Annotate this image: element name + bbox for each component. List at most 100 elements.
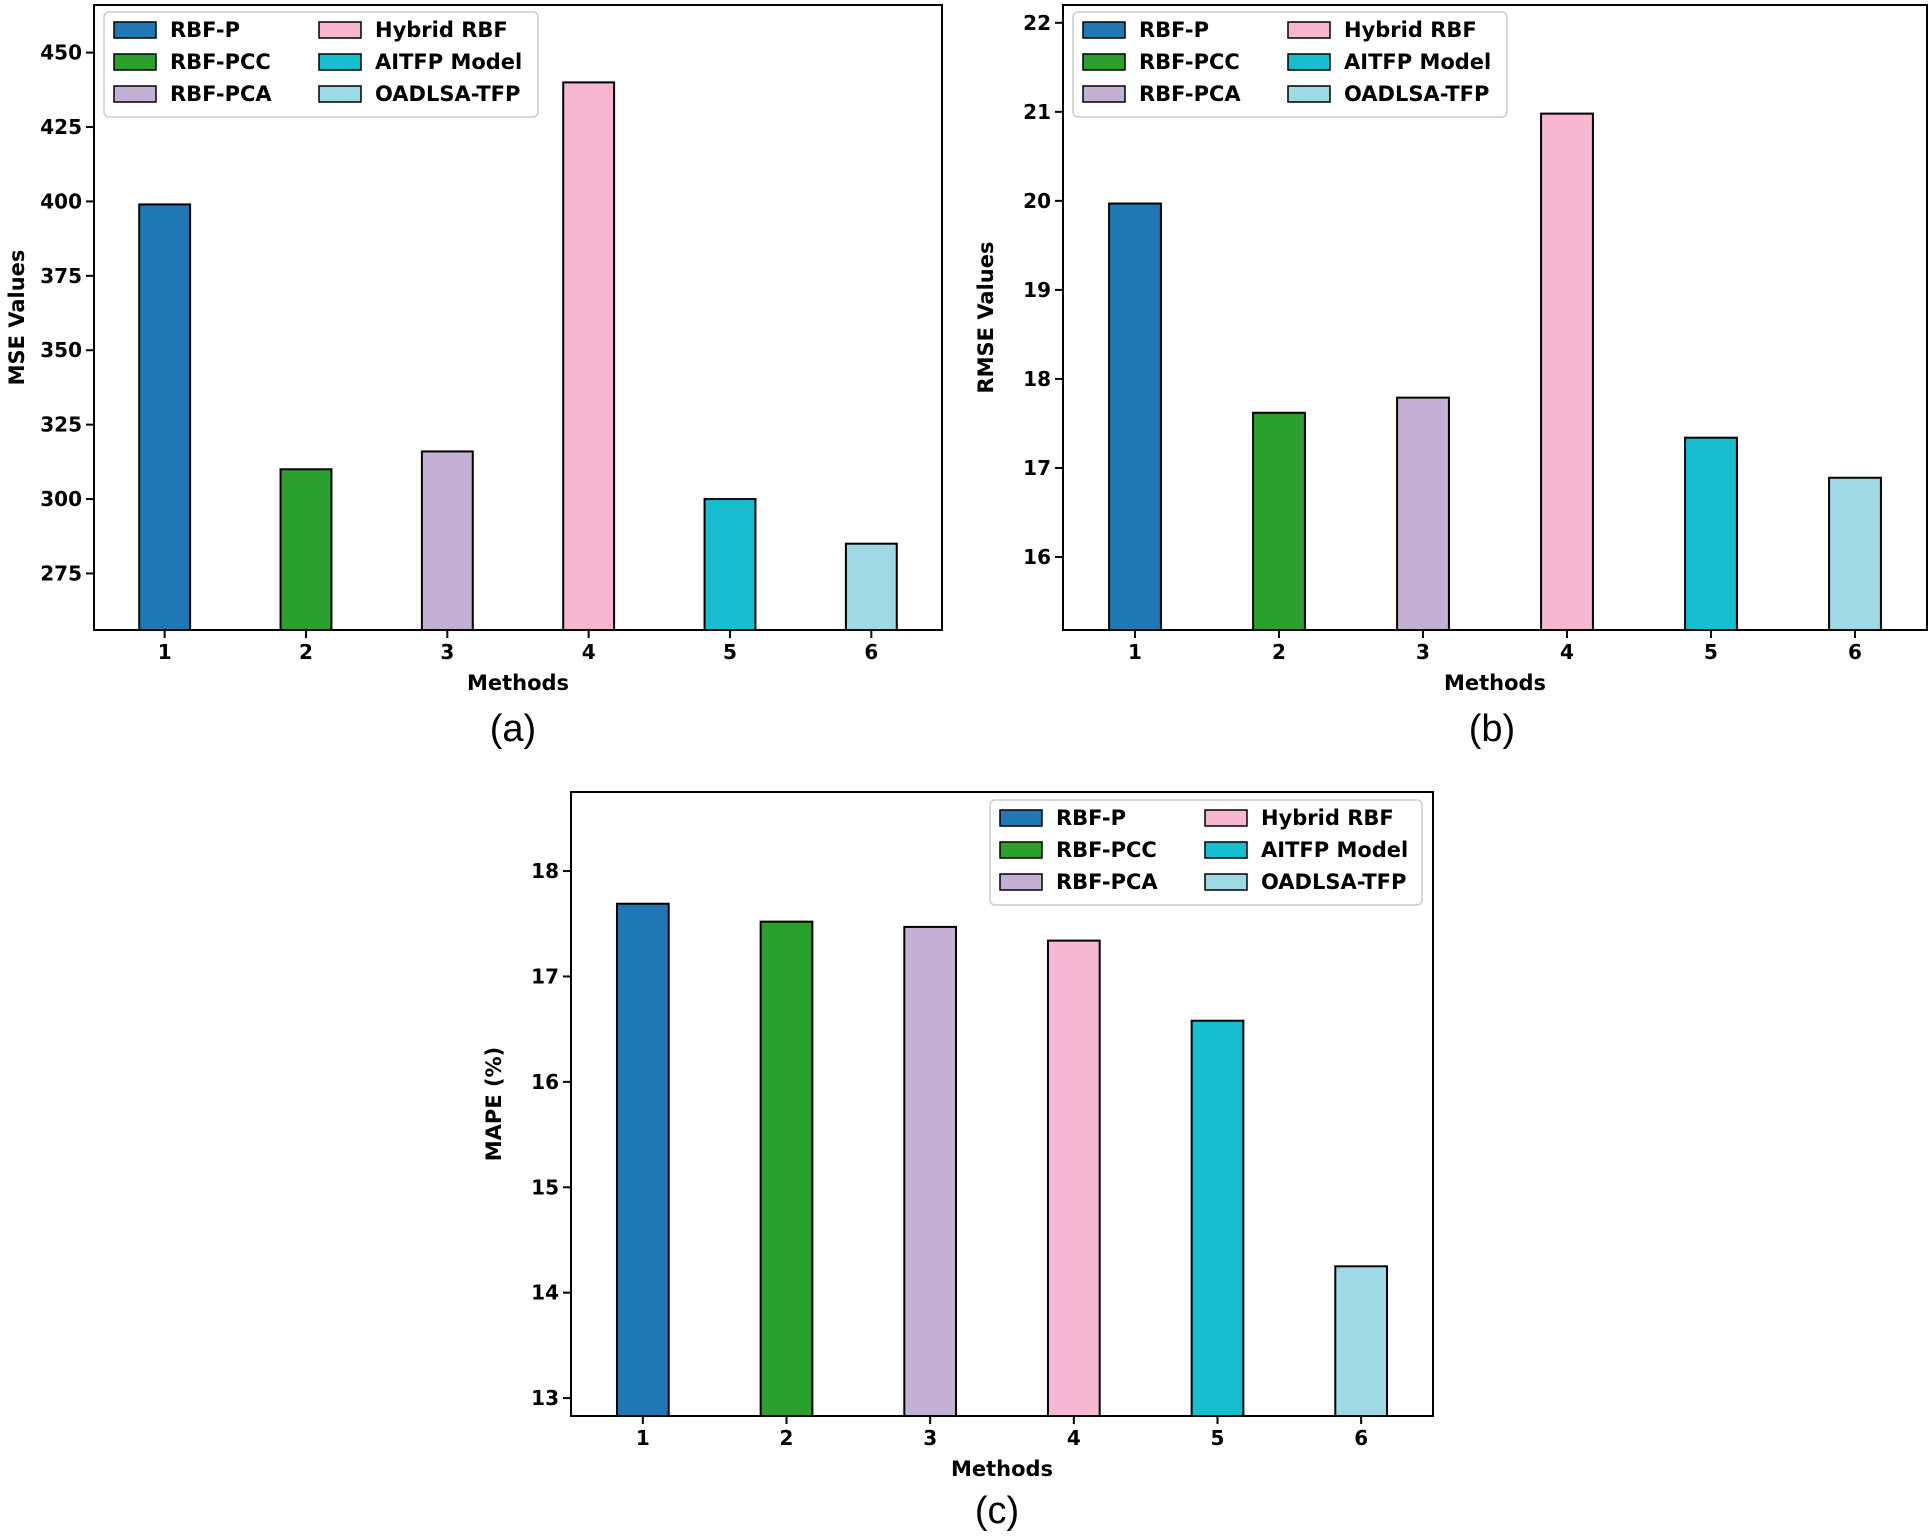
x-tick-label: 2 <box>780 1426 794 1450</box>
bar-2 <box>279 468 333 631</box>
legend-label: OADLSA-TFP <box>1261 870 1406 894</box>
legend-swatch <box>318 21 362 39</box>
y-tick-label: 400 <box>40 189 82 213</box>
y-tick-label: 375 <box>40 264 82 288</box>
x-tick-label: 2 <box>1272 640 1286 664</box>
legend-swatch <box>113 53 157 71</box>
y-tick-label: 16 <box>1023 545 1051 569</box>
legend-label: RBF-PCC <box>1139 50 1240 74</box>
legend-label: AITFP Model <box>1261 838 1408 862</box>
y-tick-label: 325 <box>40 413 82 437</box>
chart-panel-a: 275 300 325 350 375 400 425 450 1 2 3 4 5 6 Methods MSE… <box>5 4 943 695</box>
y-tick-label: 18 <box>1023 367 1051 391</box>
y-tick-label: 275 <box>40 561 82 585</box>
x-tick-label: 4 <box>582 640 596 664</box>
x-tick-label: 3 <box>1416 640 1430 664</box>
legend-swatch <box>113 85 157 103</box>
y-tick-label: 16 <box>531 1070 559 1094</box>
panel-caption-c: (c) <box>975 1490 1019 1532</box>
legend-label: RBF-PCA <box>1139 82 1241 106</box>
bar-1 <box>615 902 670 1417</box>
x-tick-label: 4 <box>1067 1426 1081 1450</box>
panel-caption-a: (a) <box>490 708 536 750</box>
legend-label: AITFP Model <box>375 50 522 74</box>
y-tick-label: 14 <box>531 1281 559 1305</box>
x-axis-label: Methods <box>951 1457 1053 1481</box>
y-tick-label: 300 <box>40 487 82 511</box>
bar-1 <box>138 203 192 631</box>
bar-2 <box>759 920 814 1417</box>
y-tick-label: 20 <box>1023 189 1051 213</box>
y-axis-label: RMSE Values <box>974 241 998 393</box>
legend-swatch <box>1204 841 1248 859</box>
bar-5 <box>703 498 757 631</box>
bar-4 <box>1540 112 1594 632</box>
legend-label: Hybrid RBF <box>1344 18 1477 42</box>
bar-6 <box>1828 476 1882 631</box>
y-tick-label: 13 <box>531 1386 559 1410</box>
bar-3 <box>420 450 474 631</box>
plot-frame <box>570 791 1434 1417</box>
legend-swatch <box>113 21 157 39</box>
legend: RBF-P RBF-PCC RBF-PCA Hybrid RBF AITFP Model… <box>103 11 539 118</box>
y-tick-label: 22 <box>1023 11 1051 35</box>
bar-4 <box>1046 939 1101 1418</box>
legend-label: Hybrid RBF <box>375 18 508 42</box>
y-tick-label: 350 <box>40 338 82 362</box>
bar-4 <box>562 81 616 631</box>
legend-label: OADLSA-TFP <box>1344 82 1489 106</box>
y-tick-label: 17 <box>1023 456 1051 480</box>
legend-swatch <box>999 841 1043 859</box>
y-tick-label: 21 <box>1023 100 1051 124</box>
x-tick-label: 3 <box>440 640 454 664</box>
bar-6 <box>1334 1265 1389 1418</box>
legend-swatch <box>999 873 1043 891</box>
x-tick-label: 5 <box>1211 1426 1225 1450</box>
bar-6 <box>844 542 898 632</box>
x-tick-label: 1 <box>158 640 172 664</box>
y-axis-label: MSE Values <box>5 250 29 386</box>
bar-3 <box>903 925 958 1418</box>
y-tick-label: 450 <box>40 41 82 65</box>
legend-label: RBF-P <box>1139 18 1209 42</box>
legend-label: RBF-PCC <box>170 50 271 74</box>
y-axis-label: MAPE (%) <box>482 1047 506 1161</box>
y-tick-label: 425 <box>40 115 82 139</box>
y-tick-label: 15 <box>531 1175 559 1199</box>
x-tick-label: 5 <box>1704 640 1718 664</box>
x-tick-label: 6 <box>1848 640 1862 664</box>
legend-label: AITFP Model <box>1344 50 1491 74</box>
y-tick-label: 19 <box>1023 278 1051 302</box>
bar-3 <box>1396 396 1450 631</box>
legend-swatch <box>1082 53 1126 71</box>
legend-swatch <box>1287 53 1331 71</box>
legend-label: OADLSA-TFP <box>375 82 520 106</box>
bar-1 <box>1108 202 1162 631</box>
legend: RBF-P RBF-PCC RBF-PCA Hybrid RBF AITFP Model… <box>989 799 1423 906</box>
legend-swatch <box>1082 21 1126 39</box>
x-tick-label: 6 <box>864 640 878 664</box>
legend-label: RBF-PCA <box>1056 870 1158 894</box>
chart-panel-b: 16 17 18 19 20 21 22 1 2 3 4 5 6 Methods RMSE Values RB… <box>974 4 1928 695</box>
legend-swatch <box>1287 85 1331 103</box>
x-tick-label: 1 <box>636 1426 650 1450</box>
x-tick-label: 1 <box>1128 640 1142 664</box>
bar-5 <box>1190 1019 1245 1417</box>
x-tick-label: 5 <box>723 640 737 664</box>
legend-label: RBF-PCC <box>1056 838 1157 862</box>
x-tick-label: 2 <box>299 640 313 664</box>
x-axis-label: Methods <box>467 671 569 695</box>
y-tick-label: 17 <box>531 964 559 988</box>
legend-swatch <box>999 809 1043 827</box>
legend-label: Hybrid RBF <box>1261 806 1394 830</box>
x-axis-label: Methods <box>1444 671 1546 695</box>
legend-swatch <box>318 85 362 103</box>
legend-label: RBF-P <box>170 18 240 42</box>
panel-caption-b: (b) <box>1469 708 1515 750</box>
legend-swatch <box>1287 21 1331 39</box>
bar-2 <box>1252 411 1306 631</box>
x-tick-label: 3 <box>923 1426 937 1450</box>
legend: RBF-P RBF-PCC RBF-PCA Hybrid RBF AITFP Model… <box>1072 11 1508 118</box>
legend-swatch <box>318 53 362 71</box>
